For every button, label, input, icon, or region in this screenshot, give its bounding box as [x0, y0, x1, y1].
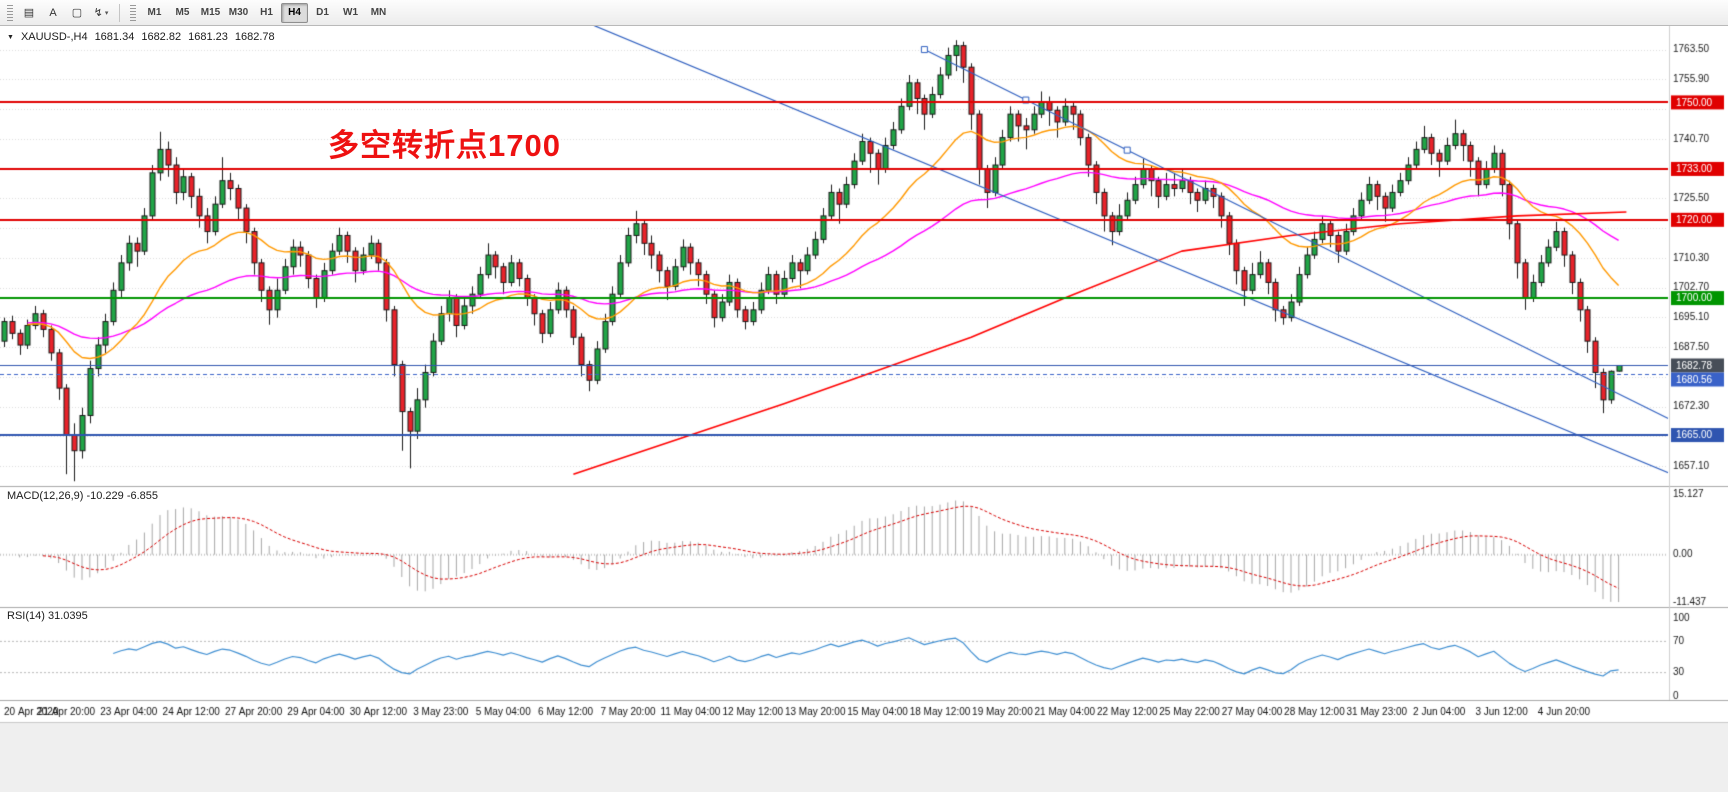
chart-text-annotation[interactable]: 多空转折点1700 — [328, 128, 561, 163]
timeframe-switcher: M1 M5 M15 M30 H1 H4 D1 W1 MN — [141, 2, 392, 23]
toolbar-grip[interactable] — [7, 4, 13, 21]
arrows-tool-button[interactable]: ↯ ▾ — [90, 3, 112, 23]
timeframe-M5[interactable]: M5 — [169, 3, 196, 23]
toolbar-separator — [119, 3, 120, 22]
timeframe-H4[interactable]: H4 — [281, 2, 308, 23]
ohlc-low: 1681.23 — [188, 31, 228, 43]
symbol-period-label: XAUUSD-,H4 — [20, 31, 88, 43]
chevron-down-icon: ▾ — [104, 9, 109, 17]
timeframe-MN[interactable]: MN — [365, 3, 392, 23]
rsi-indicator-label: RSI(14) 31.0395 — [7, 610, 88, 622]
shapes-tool-button[interactable]: ▢ — [66, 3, 88, 23]
timeframe-W1[interactable]: W1 — [337, 3, 364, 23]
charts-toolbar-icon[interactable]: ▤ — [18, 3, 40, 23]
timeframe-D1[interactable]: D1 — [309, 3, 336, 23]
macd-indicator-label: MACD(12,26,9) -10.229 -6.855 — [7, 490, 159, 502]
toolbar: ▤ A ▢ ↯ ▾ M1 M5 M15 M30 H1 H4 D1 W1 MN — [0, 0, 1728, 26]
timeframe-H1[interactable]: H1 — [253, 3, 280, 23]
timeframe-M1[interactable]: M1 — [141, 3, 168, 23]
chart-header: ▼ XAUUSD-,H4 1681.34 1682.82 1681.23 168… — [7, 31, 275, 43]
text-label-tool-button[interactable]: A — [42, 3, 64, 23]
timeframe-M30[interactable]: M30 — [225, 3, 252, 23]
chart-marker-icon: ▼ — [7, 33, 14, 41]
chart-canvas[interactable] — [0, 26, 1728, 792]
toolbar-grip-2[interactable] — [130, 4, 136, 21]
ohlc-close: 1682.78 — [234, 31, 275, 43]
arrows-icon: ↯ — [93, 7, 103, 19]
timeframe-M15[interactable]: M15 — [197, 3, 224, 23]
ohlc-high: 1682.82 — [141, 31, 182, 43]
ohlc-open: 1681.34 — [94, 31, 135, 43]
